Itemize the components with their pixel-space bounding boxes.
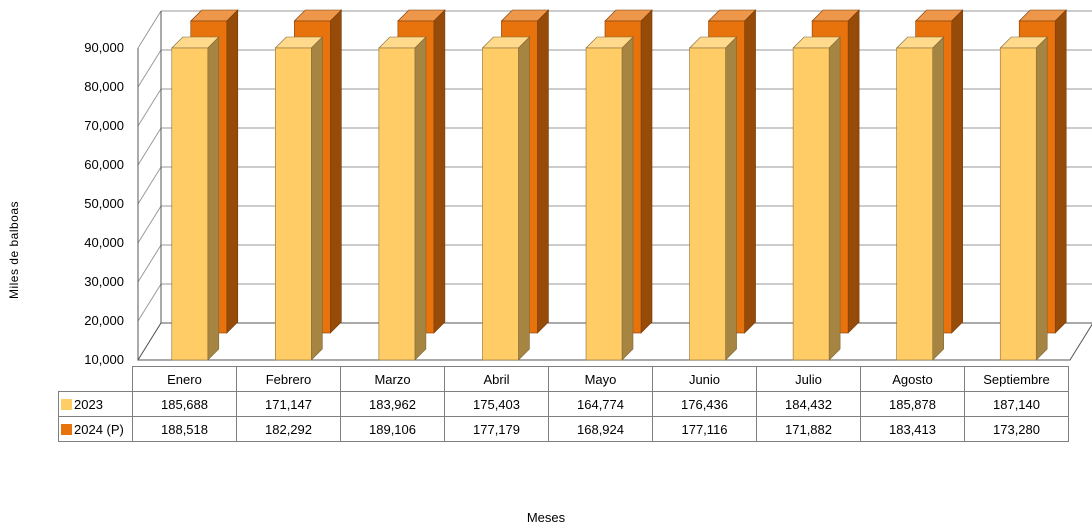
y-tick-label: 90,000 xyxy=(84,40,124,55)
data-value: 175,403 xyxy=(444,391,549,417)
data-value: 185,878 xyxy=(860,391,965,417)
bar-side xyxy=(537,9,549,334)
bar-front xyxy=(585,47,623,361)
legend-key xyxy=(61,423,72,435)
bar-side xyxy=(621,36,634,361)
bar-side xyxy=(725,36,737,361)
bar-side xyxy=(311,36,323,361)
category-label: Junio xyxy=(652,366,757,392)
bar-2023-enero xyxy=(171,36,220,361)
y-tick-label: 40,000 xyxy=(84,235,124,250)
y-tick-label: 10,000 xyxy=(84,352,124,367)
gridline-side xyxy=(137,10,162,49)
y-tick-label: 70,000 xyxy=(84,118,124,133)
data-value: 183,413 xyxy=(860,416,965,442)
gridline-side xyxy=(137,88,162,127)
bar-2023-febrero xyxy=(274,36,324,361)
legend-entry: 2024 (P) xyxy=(58,416,133,442)
category-label: Febrero xyxy=(236,366,341,392)
bar-side xyxy=(744,9,756,334)
gridline-side xyxy=(137,205,162,244)
y-tick-label: 50,000 xyxy=(84,196,124,211)
bar-side xyxy=(1035,36,1048,361)
y-tick-label: 30,000 xyxy=(84,274,124,289)
bar-front xyxy=(378,47,416,361)
table-corner xyxy=(58,366,133,392)
bar-side xyxy=(433,9,446,334)
bar-side xyxy=(847,9,860,334)
bar-2023-junio xyxy=(688,36,738,361)
bar-front xyxy=(482,47,519,361)
data-value: 188,518 xyxy=(132,416,237,442)
data-value: 176,436 xyxy=(652,391,757,417)
category-label: Abril xyxy=(444,366,549,392)
y-axis-title: Miles de balboas xyxy=(4,160,24,340)
bar-front xyxy=(275,47,312,361)
bar-2023-septiembre xyxy=(999,36,1048,361)
data-table: Enero Febrero Marzo Abril Mayo Junio Julio Agos… xyxy=(58,366,1069,442)
data-value: 189,106 xyxy=(340,416,445,442)
y-tick-label: 60,000 xyxy=(84,157,124,172)
bar-front xyxy=(171,47,209,361)
data-value: 184,432 xyxy=(756,391,861,417)
bar-front xyxy=(999,47,1037,361)
category-label: Agosto xyxy=(860,366,965,392)
bar-side xyxy=(518,36,530,361)
bar-2023-julio xyxy=(792,36,841,361)
table-row: 2023 185,688 171,147 183,962 175,403 164,774 1… xyxy=(58,391,1069,417)
data-value: 171,147 xyxy=(236,391,341,417)
bar-side xyxy=(330,9,342,334)
y-tick-label: 80,000 xyxy=(84,79,124,94)
gridline-side xyxy=(137,49,162,88)
bar-side xyxy=(932,36,944,361)
bar-front xyxy=(896,47,933,361)
gridline-side xyxy=(137,244,162,283)
bar-side xyxy=(207,36,220,361)
gridline-side xyxy=(137,127,162,166)
bar-side xyxy=(640,9,653,334)
data-value: 177,179 xyxy=(444,416,549,442)
category-label: Marzo xyxy=(340,366,445,392)
data-value: 183,962 xyxy=(340,391,445,417)
category-label: Enero xyxy=(132,366,237,392)
series-name: 2023 xyxy=(74,396,103,412)
data-value: 187,140 xyxy=(964,391,1069,417)
series-name: 2024 (P) xyxy=(74,421,124,437)
data-value: 168,924 xyxy=(548,416,653,442)
data-value: 171,882 xyxy=(756,416,861,442)
bar-front xyxy=(689,47,726,361)
bar-2023-marzo xyxy=(378,36,427,361)
legend-key xyxy=(61,398,72,410)
bar-side xyxy=(1054,9,1067,334)
legend-entry: 2023 xyxy=(58,391,133,417)
table-row: 2024 (P) 188,518 182,292 189,106 177,179 168,… xyxy=(58,416,1069,442)
bar-2023-abril xyxy=(481,36,531,361)
bar-front xyxy=(792,47,830,361)
data-value: 164,774 xyxy=(548,391,653,417)
y-axis-title-text: Miles de balboas xyxy=(7,200,21,300)
category-label: Septiembre xyxy=(964,366,1069,392)
y-tick-label: 20,000 xyxy=(84,313,124,328)
gridline-side xyxy=(137,283,162,322)
data-value: 185,688 xyxy=(132,391,237,417)
category-label: Mayo xyxy=(548,366,653,392)
data-value: 182,292 xyxy=(236,416,341,442)
bar-2023-mayo xyxy=(585,36,634,361)
bar-side xyxy=(828,36,841,361)
category-label: Julio xyxy=(756,366,861,392)
table-header-row: Enero Febrero Marzo Abril Mayo Junio Julio Agos… xyxy=(58,366,1069,392)
bar-side xyxy=(951,9,963,334)
bar-side xyxy=(226,9,239,334)
bar-side xyxy=(414,36,427,361)
gridline-side xyxy=(137,166,162,205)
data-value: 177,116 xyxy=(652,416,757,442)
bar-2023-agosto xyxy=(895,36,945,361)
data-value: 173,280 xyxy=(964,416,1069,442)
x-axis-title: Meses xyxy=(526,510,566,525)
